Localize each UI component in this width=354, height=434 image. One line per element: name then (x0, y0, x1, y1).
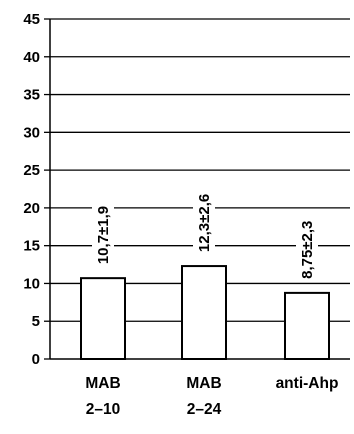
y-tick-label: 35 (23, 87, 40, 104)
category-label: MAB (85, 375, 120, 392)
y-tick-label: 15 (23, 238, 40, 255)
y-tick-label: 10 (23, 275, 40, 292)
y-tick-label: 5 (32, 313, 40, 330)
bar (80, 277, 126, 360)
data-label: 12,3±2,6 (196, 194, 213, 252)
bar (181, 265, 227, 361)
y-tick-label: 0 (32, 351, 40, 368)
category-label: anti-Ahp (276, 375, 339, 392)
y-tick-label: 20 (23, 200, 40, 217)
category-label: 2–24 (187, 401, 222, 418)
y-tick-label: 45 (23, 11, 40, 28)
category-label: 2–10 (86, 401, 120, 418)
data-label-background (92, 195, 114, 267)
data-label-background (193, 183, 215, 255)
data-label: 10,7±1,9 (95, 206, 112, 264)
data-label-background (296, 210, 318, 281)
category-label: MAB (186, 375, 221, 392)
y-tick-label: 40 (23, 49, 40, 66)
data-label: 8,75±2,3 (299, 221, 316, 279)
y-tick-label: 30 (23, 124, 40, 141)
y-tick-label: 25 (23, 162, 40, 179)
bar (284, 291, 330, 360)
